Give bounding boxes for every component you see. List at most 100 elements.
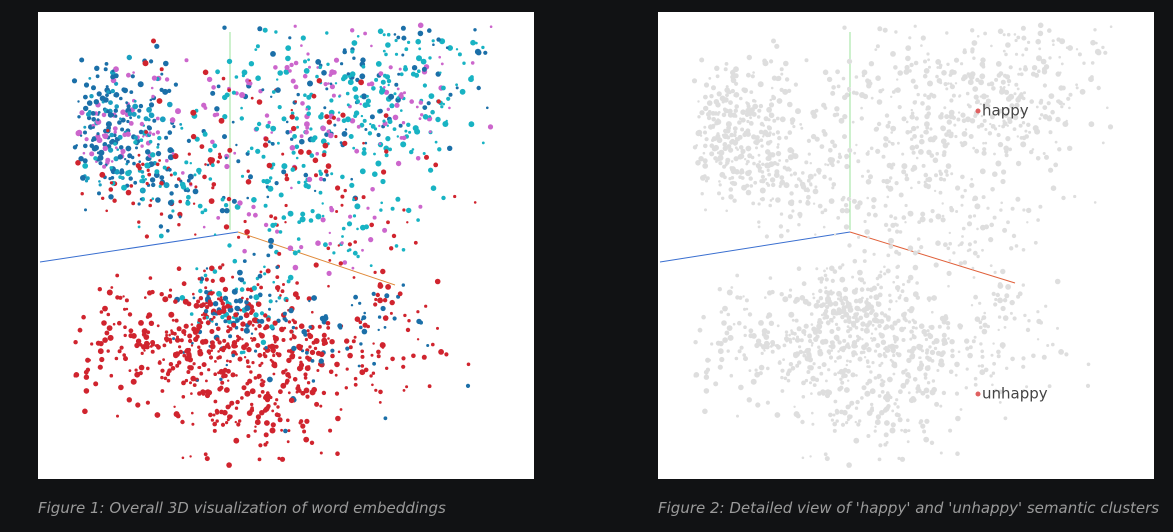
embedding-point — [824, 456, 830, 462]
embedding-point — [201, 302, 206, 308]
embedding-point — [1037, 22, 1044, 29]
embedding-point — [340, 203, 344, 207]
embedding-point — [468, 76, 474, 83]
embedding-point — [948, 73, 953, 77]
embedding-point — [289, 114, 295, 120]
embedding-point — [780, 375, 784, 380]
embedding-point — [911, 150, 916, 155]
embedding-point — [226, 325, 230, 328]
embedding-point — [267, 185, 274, 192]
embedding-point — [98, 149, 105, 156]
embedding-point — [923, 172, 929, 178]
embedding-point — [392, 316, 397, 321]
embedding-point — [800, 184, 807, 190]
embedding-point — [246, 287, 250, 292]
embedding-point — [1038, 117, 1042, 120]
embedding-point — [954, 361, 960, 368]
embedding-point — [982, 141, 985, 145]
embedding-point — [904, 368, 908, 372]
embedding-point — [184, 58, 189, 63]
embedding-point — [904, 221, 907, 224]
embedding-point — [328, 132, 334, 139]
embedding-point — [193, 173, 197, 177]
embedding-point — [247, 235, 250, 239]
embedding-point — [906, 357, 912, 364]
embedding-point — [263, 354, 268, 359]
embedding-point — [248, 81, 253, 86]
embedding-point — [919, 245, 924, 250]
embedding-point — [123, 333, 127, 338]
embedding-point — [938, 358, 944, 364]
embedding-point — [941, 390, 947, 396]
embedding-point — [861, 69, 868, 76]
embedding-point — [1090, 61, 1095, 65]
embedding-point — [863, 356, 867, 359]
embedding-point — [1035, 105, 1039, 109]
embedding-point — [288, 36, 292, 40]
embedding-point — [208, 148, 213, 153]
embedding-point — [799, 123, 803, 126]
embedding-point — [877, 26, 883, 32]
embedding-point — [218, 152, 222, 156]
embedding-point — [941, 202, 944, 205]
embedding-point — [379, 208, 383, 212]
embedding-point — [285, 55, 291, 62]
embedding-point — [909, 62, 914, 68]
embedding-point — [360, 364, 365, 368]
embedding-point — [959, 408, 963, 411]
embedding-point — [1038, 100, 1043, 105]
embedding-point — [966, 249, 970, 253]
embedding-point — [321, 332, 327, 338]
embedding-point — [329, 82, 333, 86]
embedding-point — [812, 362, 816, 366]
embedding-point — [979, 95, 982, 98]
embedding-point — [970, 177, 973, 181]
embedding-point — [167, 101, 173, 108]
embedding-point — [209, 329, 214, 334]
embedding-point — [874, 48, 878, 51]
embedding-point — [313, 262, 319, 268]
embedding-point — [879, 311, 885, 316]
embedding-point — [203, 452, 208, 457]
embedding-point — [992, 171, 998, 177]
embedding-point — [790, 366, 796, 371]
embedding-point — [801, 281, 807, 287]
embedding-point — [346, 103, 350, 107]
embedding-point — [417, 69, 421, 73]
embedding-point — [122, 132, 127, 138]
embedding-point — [346, 221, 353, 227]
embedding-point — [832, 269, 838, 274]
embedding-point — [855, 318, 860, 323]
embedding-point — [105, 93, 109, 97]
embedding-point — [700, 192, 704, 196]
embedding-point — [792, 337, 796, 341]
embedding-point — [470, 61, 475, 65]
embedding-point — [172, 337, 176, 341]
embedding-point — [766, 106, 772, 113]
embedding-point — [947, 337, 950, 340]
embedding-point — [132, 71, 135, 74]
embedding-point — [167, 199, 174, 206]
embedding-point — [924, 418, 930, 424]
embedding-point — [845, 363, 848, 367]
embedding-point — [892, 280, 895, 284]
embedding-point — [1031, 148, 1035, 151]
embedding-point — [844, 92, 850, 98]
embedding-point — [330, 172, 334, 176]
embedding-point — [923, 376, 928, 380]
embedding-point — [899, 326, 905, 333]
embedding-point — [840, 197, 845, 202]
embedding-point — [804, 378, 809, 383]
embedding-point — [934, 173, 938, 178]
embedding-point — [798, 345, 802, 349]
embedding-point — [145, 181, 149, 186]
embedding-point — [178, 345, 182, 349]
embedding-point — [222, 409, 228, 416]
embedding-point — [957, 350, 961, 354]
embedding-point — [123, 356, 128, 362]
embedding-point — [919, 419, 924, 424]
embedding-point — [865, 297, 869, 301]
embedding-point — [1021, 283, 1025, 287]
embedding-point — [996, 354, 1001, 359]
embedding-point — [915, 156, 919, 160]
